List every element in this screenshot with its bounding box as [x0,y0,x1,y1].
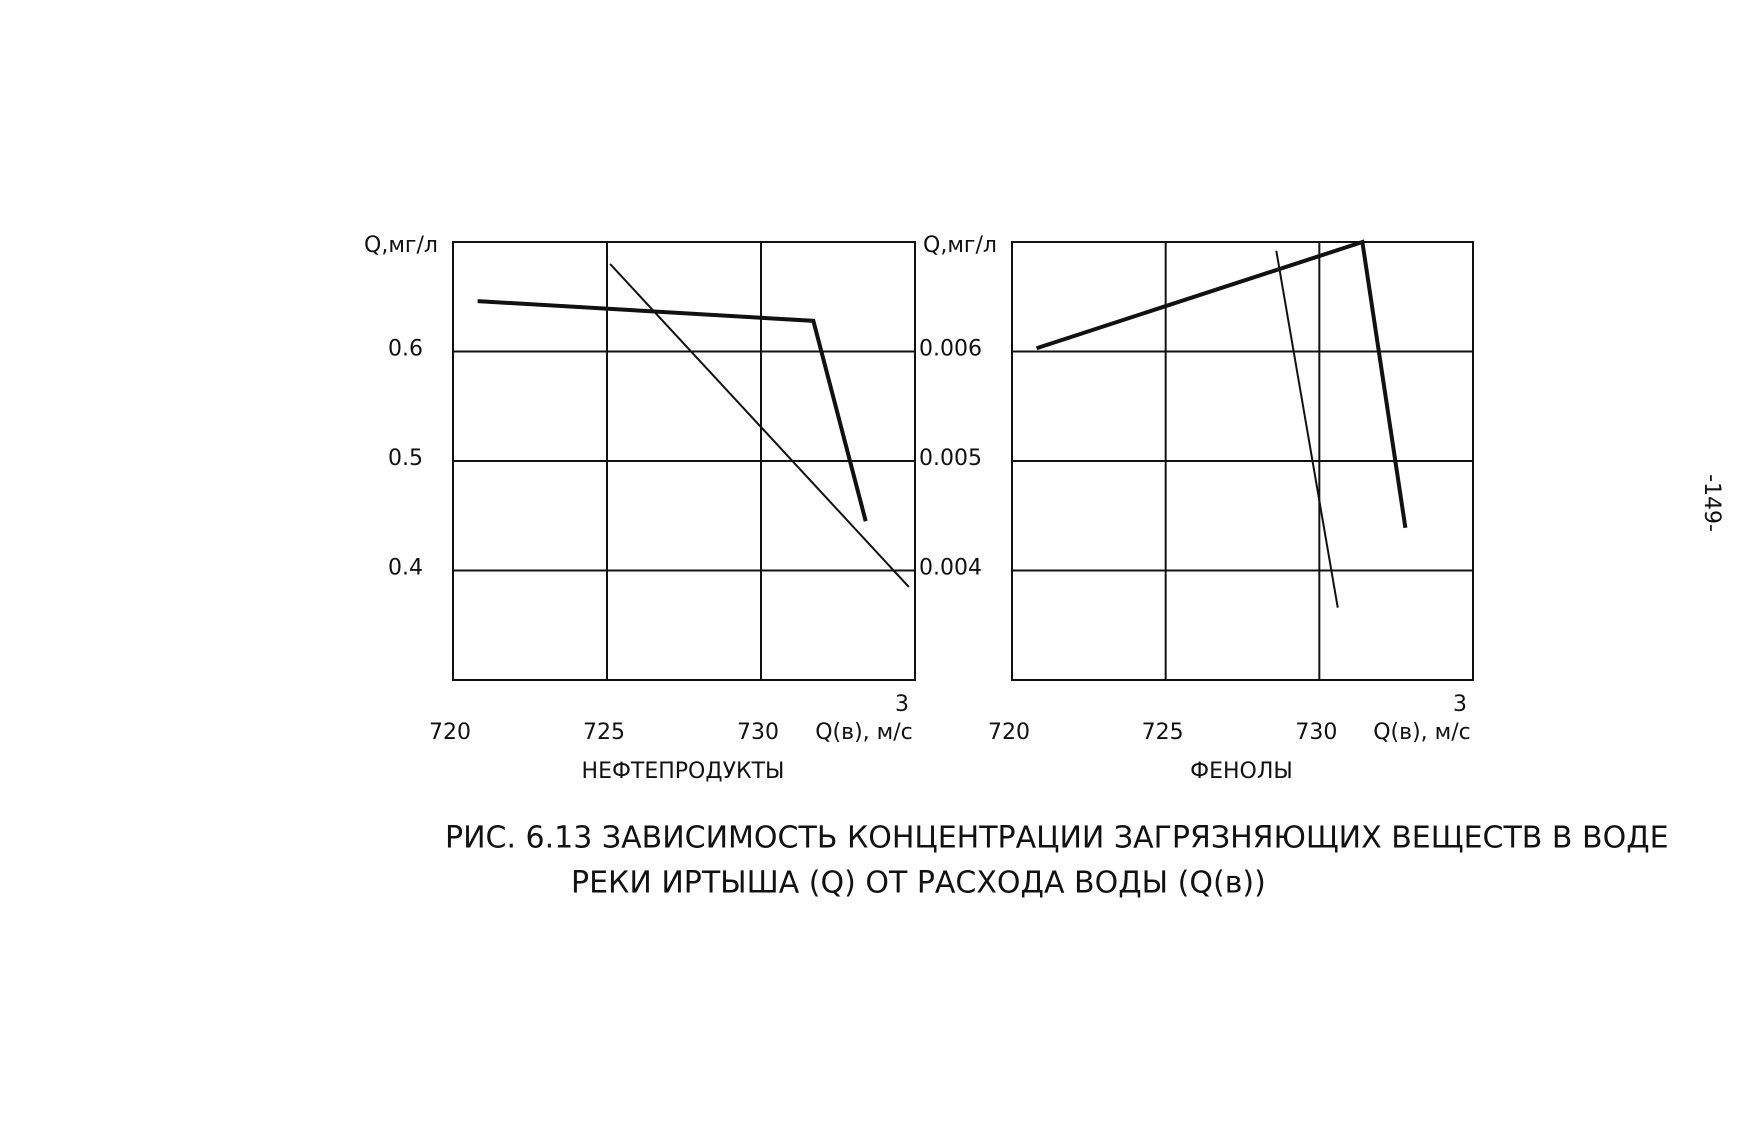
chart-title: НЕФТЕПРОДУКТЫ [582,759,785,784]
y-axis-label: Q,мг/л [923,233,997,258]
caption-line: РЕКИ ИРТЫША (Q) ОТ РАСХОДА ВОДЫ (Q(в)) [571,866,1266,901]
page-number: -149- [1699,474,1724,532]
y-tick-label: 0.6 [388,337,423,362]
x-tick-label: 720 [988,720,1030,745]
x-axis-label: Q(в), м/с [1373,720,1471,745]
line-series [1035,239,1408,529]
x-tick-label: 730 [737,720,779,745]
y-tick-label: 0.005 [919,446,982,471]
y-axis-label: Q,мг/л [364,233,438,258]
y-tick-label: 0.004 [919,556,982,581]
x-axis-label-sup: 3 [1453,692,1467,717]
x-axis-label: Q(в), м/с [815,720,913,745]
y-tick-label: 0.5 [388,446,423,471]
x-tick-label: 725 [1142,720,1184,745]
caption-line: РИС. 6.13 ЗАВИСИМОСТЬ КОНЦЕНТРАЦИИ ЗАГРЯ… [445,821,1669,856]
x-tick-label: 720 [429,720,471,745]
chart-title: ФЕНОЛЫ [1190,759,1293,784]
x-axis-label-sup: 3 [895,692,909,717]
line-series [477,299,868,522]
y-tick-label: 0.4 [388,556,423,581]
x-tick-label: 725 [583,720,625,745]
y-tick-label: 0.006 [919,337,982,362]
line-series [609,263,910,588]
x-tick-label: 730 [1295,720,1337,745]
line-series [1275,250,1339,608]
